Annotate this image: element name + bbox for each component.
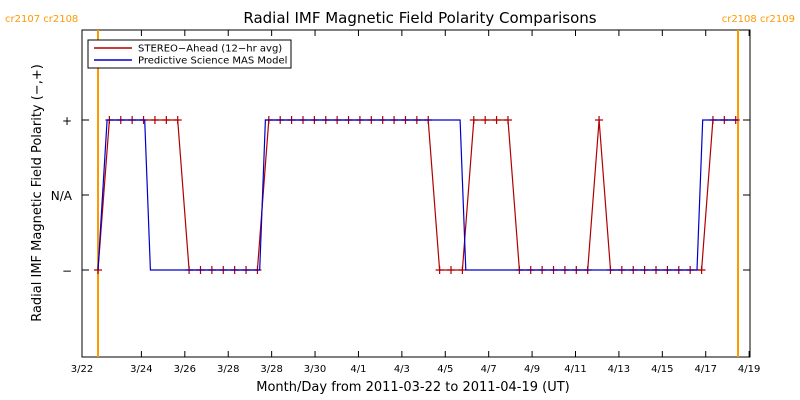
x-tick-label: 3/24 [130,364,152,375]
x-tick-label: 4/3 [394,364,410,375]
x-tick-label: 4/1 [350,364,366,375]
data-point [435,266,444,274]
data-point [481,116,490,124]
carrington-label: cr2108 cr2109 [722,14,795,25]
x-tick-label: 4/19 [738,364,760,375]
mas-model-line [97,119,738,271]
data-point [697,266,706,274]
y-axis-label: Radial IMF Magnetic Field Polarity (−,+) [30,64,45,322]
x-tick-label: 3/28 [217,364,239,375]
data-point [447,266,456,274]
x-tick-label: 4/9 [524,364,540,375]
y-tick-labels: + N/A − [51,114,73,278]
data-point [173,116,182,124]
x-tick-label: 4/5 [437,364,453,375]
axis-ticks [82,30,750,357]
carrington-markers: cr2107 cr2108 cr2108 cr2109 [5,14,795,357]
x-tick-label: 4/7 [481,364,497,375]
data-point [503,116,512,124]
plot-frame [81,29,751,358]
legend: STEREO−Ahead (12−hr avg)Predictive Scien… [87,39,292,69]
x-tick-label: 3/26 [174,364,196,375]
data-point [492,116,501,124]
data-point [595,116,604,124]
carrington-label: cr2107 cr2108 [5,14,78,25]
x-tick-label: 4/11 [564,364,586,375]
data-point [162,116,171,124]
y-tick-label: + [62,114,72,128]
x-tick-label: 4/17 [694,364,716,375]
x-tick-label: 3/30 [304,364,326,375]
x-tick-label: 3/22 [71,364,93,375]
legend-entry: Predictive Science MAS Model [138,56,287,67]
data-point [150,116,159,124]
x-axis-label: Month/Day from 2011-03-22 to 2011-04-19 … [256,380,569,395]
data-series [94,116,740,274]
x-tick-label: 4/15 [651,364,673,375]
stereo-ahead-line [97,119,736,271]
legend-box [87,39,292,69]
chart-title: Radial IMF Magnetic Field Polarity Compa… [243,9,596,27]
x-tick-label: 4/13 [608,364,630,375]
x-tick-label: 3/28 [260,364,282,375]
data-point [458,266,467,274]
y-tick-label: − [62,264,72,278]
legend-entry: STEREO−Ahead (12−hr avg) [138,44,282,55]
x-tick-labels: 3/22 3/24 3/26 3/28 3/28 3/30 4/1 4/3 4/5 4/7 4/9 4… [71,364,761,375]
data-point [469,116,478,124]
y-tick-label: N/A [51,189,73,203]
